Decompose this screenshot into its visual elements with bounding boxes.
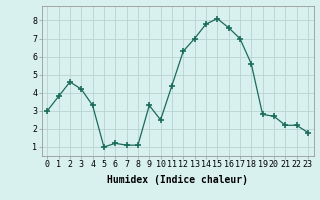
X-axis label: Humidex (Indice chaleur): Humidex (Indice chaleur) (107, 175, 248, 185)
